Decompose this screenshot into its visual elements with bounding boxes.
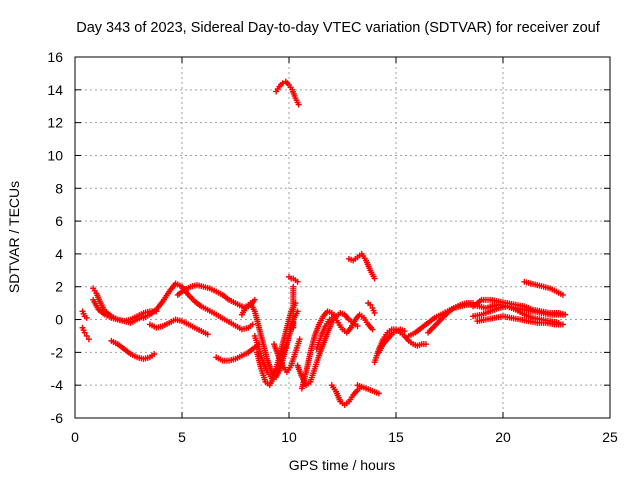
data-point bbox=[295, 101, 302, 108]
grid-layer bbox=[75, 57, 610, 418]
y-tick-label: 0 bbox=[55, 312, 63, 328]
data-point bbox=[371, 275, 378, 282]
y-tick-label: 2 bbox=[55, 279, 63, 295]
data-point bbox=[559, 321, 566, 328]
x-tick-label: 25 bbox=[602, 429, 618, 445]
data-point bbox=[294, 278, 301, 285]
data-point bbox=[354, 323, 361, 330]
data-point bbox=[371, 309, 378, 316]
data-point bbox=[290, 324, 297, 331]
x-tick-label: 10 bbox=[281, 429, 297, 445]
plot-frame bbox=[74, 56, 611, 419]
y-tick-label: -6 bbox=[51, 410, 64, 426]
x-tick-label: 15 bbox=[388, 429, 404, 445]
data-point bbox=[251, 296, 258, 303]
y-tick-label: 8 bbox=[55, 180, 63, 196]
y-tick-label: -2 bbox=[51, 344, 64, 360]
data-point bbox=[367, 301, 374, 308]
y-tick-label: 14 bbox=[47, 82, 63, 98]
data-point bbox=[559, 291, 566, 298]
tick-labels: 0 5 10 15 20 25 -6 -4 -2 0 2 4 6 8 10 12 14 16 bbox=[47, 49, 618, 445]
data-point bbox=[555, 319, 562, 326]
data-point bbox=[85, 336, 92, 343]
data-points bbox=[79, 78, 569, 408]
data-point bbox=[296, 336, 303, 343]
data-point bbox=[375, 390, 382, 397]
y-tick-label: 12 bbox=[47, 115, 63, 131]
y-tick-label: 16 bbox=[47, 49, 63, 65]
x-axis-label: GPS time / hours bbox=[289, 457, 396, 473]
data-point bbox=[204, 331, 211, 338]
y-tick-label: 4 bbox=[55, 246, 63, 262]
data-point bbox=[401, 328, 408, 335]
data-point bbox=[151, 351, 158, 358]
y-tick-label: -4 bbox=[51, 377, 64, 393]
x-tick-label: 5 bbox=[178, 429, 186, 445]
y-axis-label: SDTVAR / TECUs bbox=[6, 181, 22, 293]
tick-layer bbox=[74, 56, 611, 419]
data-point bbox=[562, 311, 569, 318]
x-tick-label: 0 bbox=[71, 429, 79, 445]
y-tick-label: 6 bbox=[55, 213, 63, 229]
data-point bbox=[369, 326, 376, 333]
data-point bbox=[81, 329, 88, 336]
chart-title: Day 343 of 2023, Sidereal Day-to-day VTE… bbox=[76, 20, 601, 36]
y-tick-label: 10 bbox=[47, 147, 63, 163]
x-tick-label: 20 bbox=[495, 429, 511, 445]
data-point bbox=[83, 314, 90, 321]
data-point bbox=[422, 341, 429, 348]
data-point bbox=[249, 321, 256, 328]
data-point bbox=[83, 332, 90, 339]
